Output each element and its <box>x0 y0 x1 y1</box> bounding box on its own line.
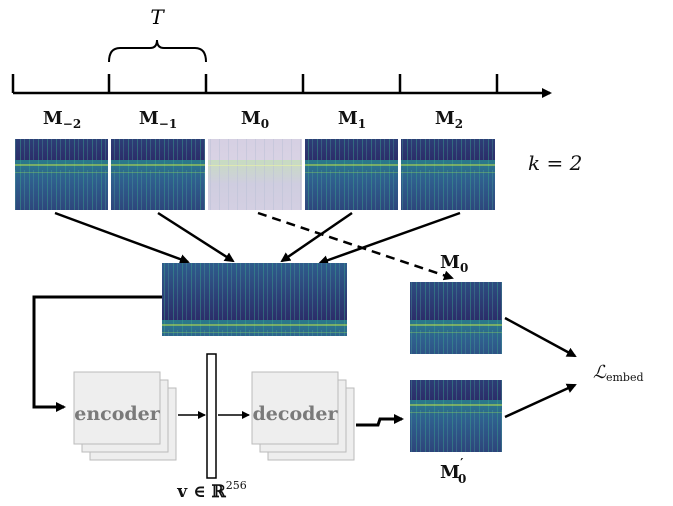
frame-labels: M−2 M−1 M0 M1 M2 <box>43 108 463 131</box>
frame-label-m-minus-2: M−2 <box>43 108 81 131</box>
reconstruction-label: M0′ <box>440 456 466 486</box>
decoder-block: decoder <box>251 371 355 461</box>
frame-label-m-2: M2 <box>435 108 463 131</box>
spectrogram-frame-m-2 <box>401 139 495 210</box>
timeline: T <box>11 5 552 98</box>
latent-vector-bar <box>206 353 217 479</box>
arrow-to-context <box>318 211 461 266</box>
arrow-to-context <box>157 211 235 263</box>
spectrogram-frame-m-0-masked <box>208 139 302 210</box>
target-label: M0 <box>440 252 468 275</box>
frame-label-m-0: M0 <box>241 108 269 131</box>
k-label: k = 2 <box>528 151 582 175</box>
frame-label-m-1: M1 <box>338 108 366 131</box>
period-brace <box>108 39 207 63</box>
frame-label-m-minus-1: M−1 <box>139 108 177 131</box>
spectrogram-frame-m-1 <box>305 139 398 210</box>
encoder-label: encoder <box>74 403 161 425</box>
arrow-context-to-encoder <box>32 295 162 412</box>
arrow-target-to-loss <box>504 316 577 358</box>
reconstruction-spectrogram <box>410 380 502 452</box>
loss-label: ℒembed <box>593 362 644 384</box>
vector-label: v ∈ ℝ256 <box>176 479 246 502</box>
dashed-arrow-to-target <box>257 211 454 281</box>
spectrogram-row <box>15 139 495 210</box>
period-label: T <box>150 5 165 29</box>
arrow-to-context <box>280 211 353 263</box>
arrow-reconstruction-to-loss <box>504 383 577 419</box>
target-spectrogram <box>410 282 502 354</box>
context-arrows <box>54 211 461 281</box>
decoder-label: decoder <box>253 403 339 425</box>
spectrogram-frame-m-minus-1 <box>111 139 205 210</box>
context-spectrogram <box>162 263 347 336</box>
arrow-decoder-to-output <box>356 414 404 427</box>
spectrogram-frame-m-minus-2 <box>15 139 108 210</box>
encoder-block: encoder <box>73 371 177 461</box>
arrow-to-context <box>54 211 190 264</box>
